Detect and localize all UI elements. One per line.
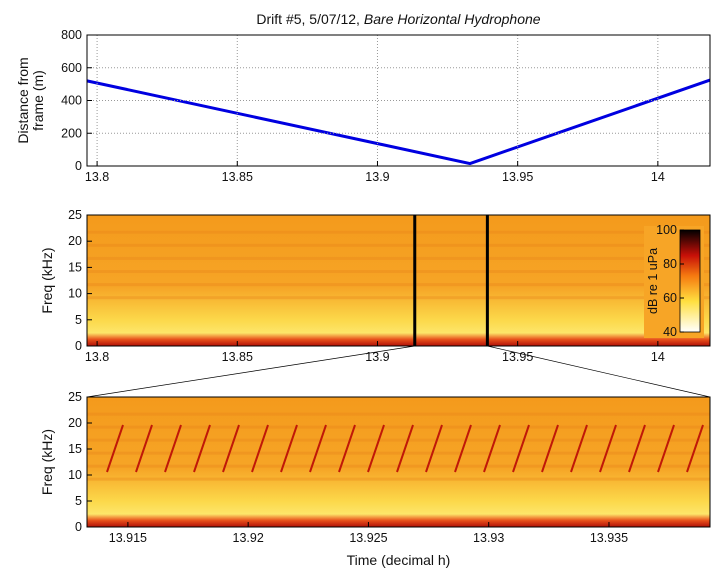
y-axis-label: Distance from [15,57,31,143]
y-tick-label: 25 [68,208,82,222]
spectrogram-streak [628,424,646,473]
x-tick-label: 13.95 [502,170,533,184]
spectrogram-streak [686,424,704,473]
y-tick-label: 15 [68,260,82,274]
spectrogram-streak [251,424,269,473]
x-tick-label: 13.9 [365,170,389,184]
y-tick-label: 10 [68,468,82,482]
spectrogram-image [87,215,710,346]
y-tick-label: 800 [61,28,82,42]
y-tick-label: 600 [61,61,82,75]
x-tick-label: 13.92 [233,531,264,545]
x-axis-label: Time (decimal h) [347,552,451,568]
data-line [86,78,711,166]
x-tick-label: 14 [651,350,665,364]
spectrogram-band [87,230,710,234]
spectrogram-streak [454,424,472,473]
colorbar-tick-label: 40 [663,325,677,339]
x-tick-label: 13.85 [222,170,253,184]
y-tick-label: 5 [75,313,82,327]
x-tick-label: 13.85 [222,350,253,364]
spectrogram-band [87,243,710,247]
x-tick-label: 13.925 [349,531,387,545]
y-tick-label: 25 [68,390,82,404]
x-tick-label: 13.8 [85,350,109,364]
spectrogram-streak [512,424,530,473]
spectrogram-streak [309,424,327,473]
colorbar-tick-label: 100 [656,223,677,237]
spectrogram-streak [396,424,414,473]
zoom-connector [86,345,415,398]
zoom-connector [487,345,711,398]
x-tick-label: 13.8 [85,170,109,184]
spectrogram-streak [222,424,240,473]
x-tick-label: 13.915 [109,531,147,545]
y-tick-label: 5 [75,494,82,508]
x-tick-label: 14 [651,170,665,184]
y-tick-label: 20 [68,234,82,248]
y-axis-label: Freq (kHz) [39,429,55,495]
spectrogram-streak [135,424,153,473]
spectrogram-streak [280,424,298,473]
y-tick-label: 20 [68,416,82,430]
spectrogram-band [87,477,710,481]
spectrogram-band [87,283,710,287]
colorbar-label: dB re 1 uPa [646,248,660,314]
y-tick-label: 0 [75,339,82,353]
x-tick-label: 13.95 [502,350,533,364]
spectrogram-streak [193,424,211,473]
spectrogram-band [87,451,710,455]
spectrogram-band [87,425,710,429]
spectrogram-streak [541,424,559,473]
y-tick-label: 15 [68,442,82,456]
spectrogram-band [87,270,710,274]
colorbar-tick-label: 80 [663,257,677,271]
title-text: Drift #5, 5/07/12, [256,11,360,27]
spectrogram-band [87,296,710,300]
spectrogram-band [87,412,710,416]
spectrogram-streak [570,424,588,473]
y-tick-label: 0 [75,159,82,173]
spectrogram-streak [367,424,385,473]
chart-title: Drift #5, 5/07/12, Bare Horizontal Hydrop… [256,11,540,27]
y-tick-label: 0 [75,520,82,534]
x-tick-label: 13.935 [590,531,628,545]
x-tick-label: 13.93 [473,531,504,545]
y-tick-label: 400 [61,94,82,108]
y-axis-label: frame (m) [30,70,46,131]
plot-frame [86,396,711,528]
title-emphasis: Bare Horizontal Hydrophone [364,11,541,27]
y-tick-label: 200 [61,126,82,140]
spectrogram-streak [599,424,617,473]
spectrogram-streak [657,424,675,473]
y-axis-label: Freq (kHz) [39,247,55,313]
x-tick-label: 13.9 [365,350,389,364]
spectrogram-streak [106,424,124,473]
spectrogram-streak [338,424,356,473]
spectrogram-image [87,397,710,527]
y-tick-label: 10 [68,287,82,301]
spectrogram-band [87,438,710,442]
plot-frame [86,214,711,347]
spectrogram-streak [164,424,182,473]
spectrogram-band [87,256,710,260]
colorbar-tick-label: 60 [663,291,677,305]
colorbar [679,229,701,333]
spectrogram-streak [425,424,443,473]
spectrogram-streak [483,424,501,473]
